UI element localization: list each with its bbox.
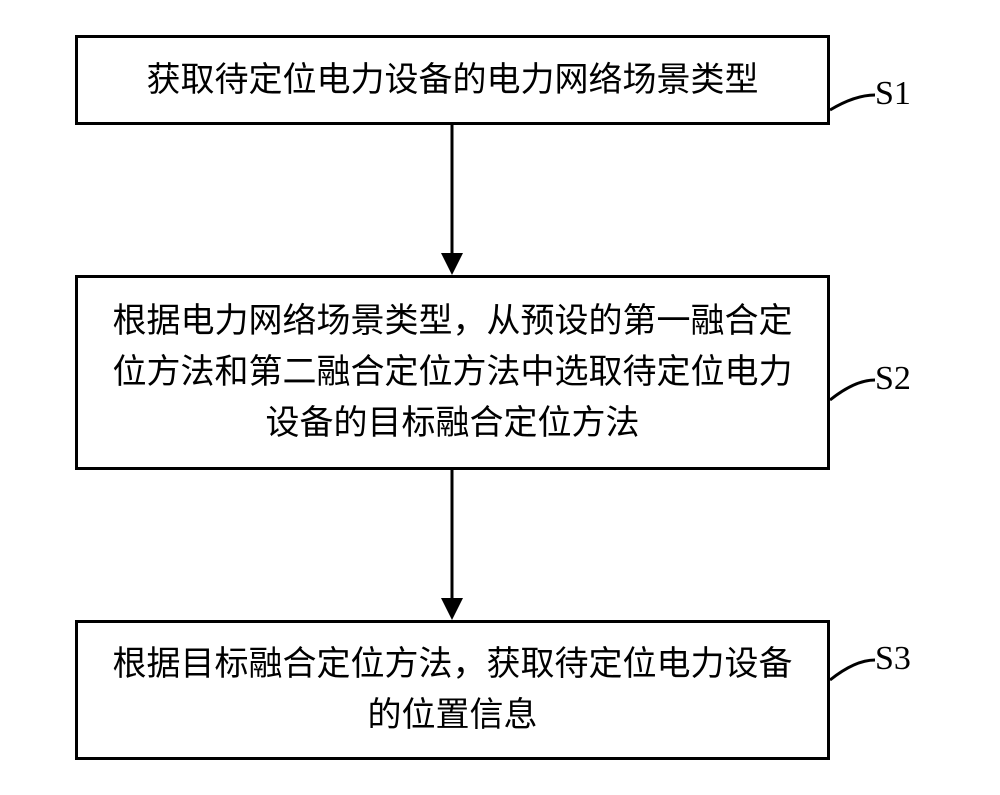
arrow-s2-s3 <box>430 470 474 620</box>
flowchart-node-s2: 根据电力网络场景类型，从预设的第一融合定位方法和第二融合定位方法中选取待定位电力… <box>75 275 830 470</box>
flowchart-canvas: 获取待定位电力设备的电力网络场景类型 S1 根据电力网络场景类型，从预设的第一融合定… <box>0 0 1000 795</box>
flowchart-node-s1: 获取待定位电力设备的电力网络场景类型 <box>75 35 830 125</box>
label-connector-s2 <box>825 375 880 405</box>
arrow-s1-s2 <box>430 125 474 275</box>
step-label-s2: S2 <box>875 360 911 398</box>
node-text: 根据目标融合定位方法，获取待定位电力设备的位置信息 <box>98 639 807 741</box>
label-connector-s1 <box>825 90 880 115</box>
label-connector-s3 <box>825 655 880 685</box>
step-label-s3: S3 <box>875 640 911 678</box>
step-label-s1: S1 <box>875 75 911 113</box>
node-text: 根据电力网络场景类型，从预设的第一融合定位方法和第二融合定位方法中选取待定位电力… <box>98 296 807 449</box>
flowchart-node-s3: 根据目标融合定位方法，获取待定位电力设备的位置信息 <box>75 620 830 760</box>
node-text: 获取待定位电力设备的电力网络场景类型 <box>147 55 759 106</box>
